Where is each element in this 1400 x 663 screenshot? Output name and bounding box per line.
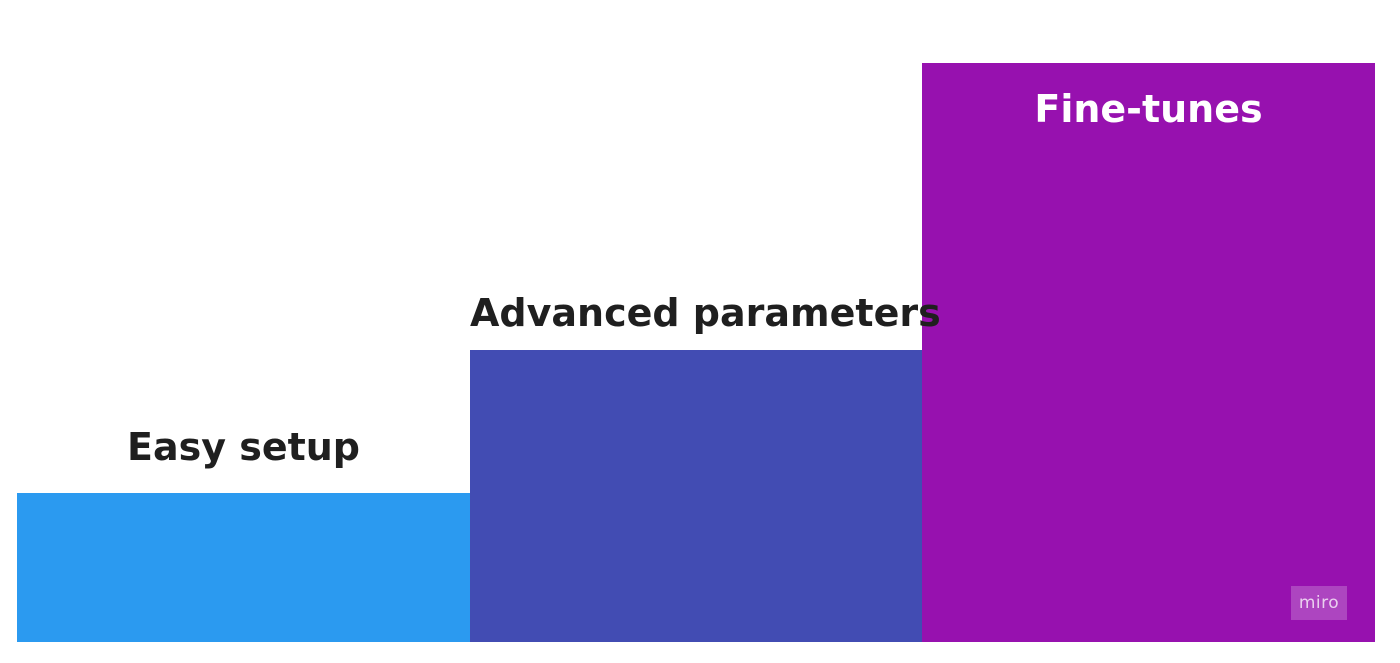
step-advanced-parameters-label: Advanced parameters (470, 291, 941, 335)
step-fine-tunes-block: miro (922, 63, 1375, 642)
step-fine-tunes-label: Fine-tunes (1034, 87, 1263, 131)
step-easy-setup-block (17, 493, 470, 642)
step-easy-setup-label: Easy setup (126, 425, 361, 469)
miro-watermark-logo: miro (1291, 586, 1347, 620)
step-advanced-parameters-block (470, 350, 922, 642)
